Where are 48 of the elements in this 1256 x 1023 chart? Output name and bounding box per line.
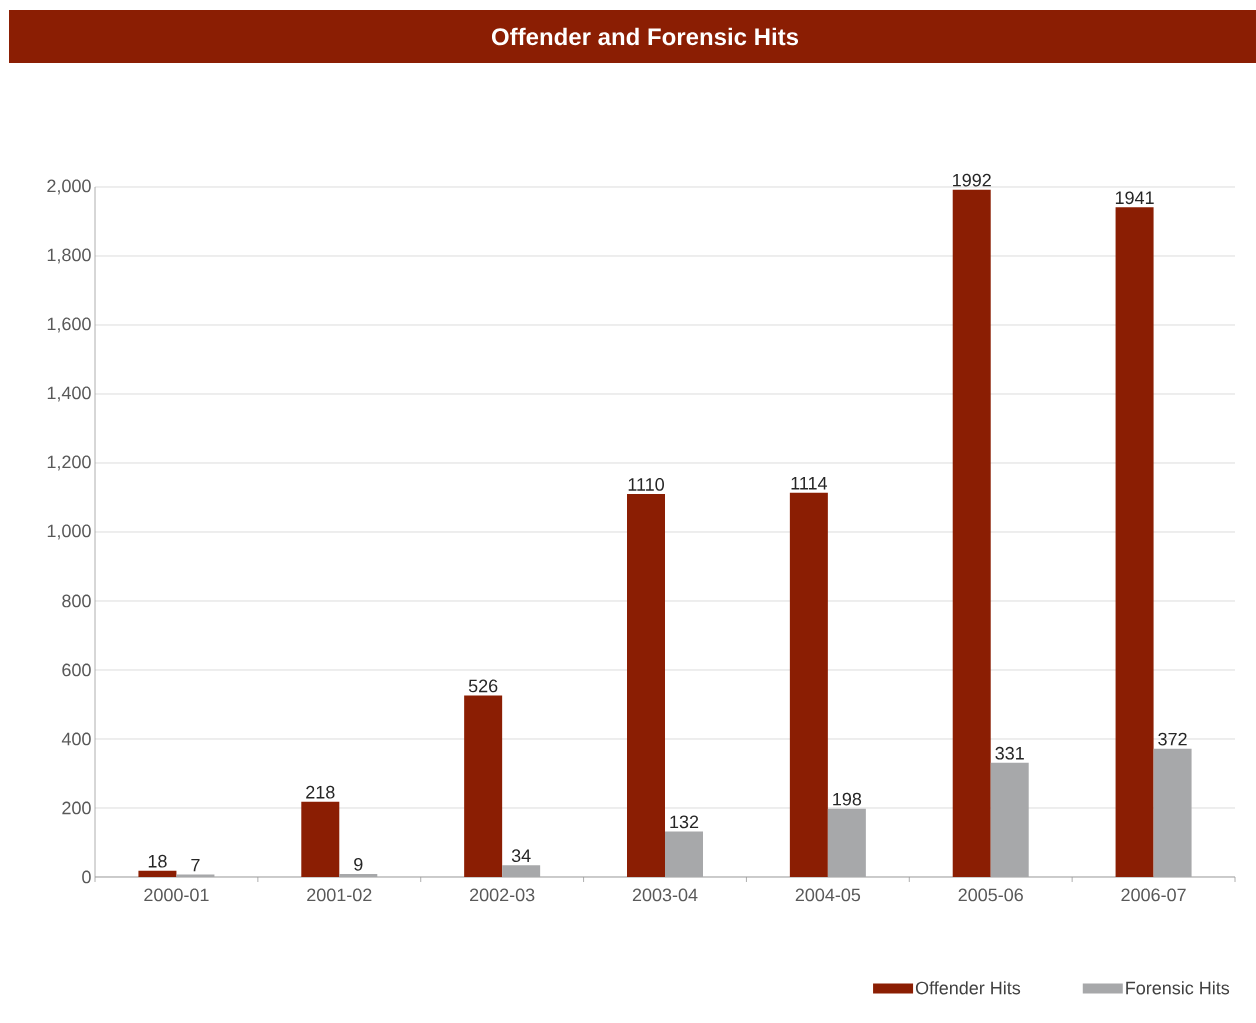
data-label: 331 xyxy=(995,746,1024,760)
bar xyxy=(1115,207,1154,877)
y-tick-label: 600 xyxy=(62,663,91,677)
chart-title: Offender and Forensic Hits xyxy=(491,27,799,46)
data-label: 7 xyxy=(191,858,200,872)
y-tick-label: 800 xyxy=(62,594,91,608)
data-label: 132 xyxy=(670,815,699,829)
bar xyxy=(464,695,503,877)
legend-label: Offender Hits xyxy=(915,981,1021,995)
bar xyxy=(789,492,828,877)
data-label: 198 xyxy=(833,792,862,806)
x-tick-label: 2003-04 xyxy=(632,888,698,902)
y-tick-label: 1,600 xyxy=(47,317,91,333)
bar xyxy=(827,808,866,877)
legend-label: Forensic Hits xyxy=(1126,981,1230,995)
bar xyxy=(339,873,378,877)
data-label: 18 xyxy=(148,854,167,868)
bar xyxy=(627,494,666,877)
y-tick-label: 1,400 xyxy=(47,386,91,402)
y-tick-label: 400 xyxy=(61,732,91,746)
x-tick-label: 2004-05 xyxy=(795,888,861,902)
data-label: 526 xyxy=(468,679,498,693)
y-tick-label: 1,800 xyxy=(47,248,91,264)
data-label: 1114 xyxy=(791,477,828,490)
y-tick-label: 0 xyxy=(82,870,91,884)
bar xyxy=(1153,748,1192,877)
x-tick-label: 2006-07 xyxy=(1121,888,1186,902)
bar xyxy=(665,831,704,877)
data-label: 9 xyxy=(354,857,363,871)
data-label: 1941 xyxy=(1115,191,1154,205)
x-tick-label: 2000-01 xyxy=(144,888,209,902)
data-label: 34 xyxy=(511,849,531,863)
x-tick-label: 2001-02 xyxy=(307,888,372,902)
bar xyxy=(502,865,541,877)
data-label: 1110 xyxy=(628,478,664,491)
y-tick-label: 1,200 xyxy=(47,455,91,471)
data-label: 1992 xyxy=(953,173,991,187)
y-tick-label: 2,000 xyxy=(47,179,91,195)
data-label: 372 xyxy=(1158,732,1187,746)
x-tick-label: 2005-06 xyxy=(958,888,1023,902)
bar xyxy=(138,870,177,877)
y-tick-label: 1,000 xyxy=(47,524,91,540)
y-tick-label: 200 xyxy=(62,801,91,815)
bar xyxy=(952,189,991,877)
bar xyxy=(990,762,1029,877)
bar xyxy=(301,801,340,877)
x-tick-label: 2002-03 xyxy=(470,888,535,902)
data-label: 218 xyxy=(306,785,335,799)
